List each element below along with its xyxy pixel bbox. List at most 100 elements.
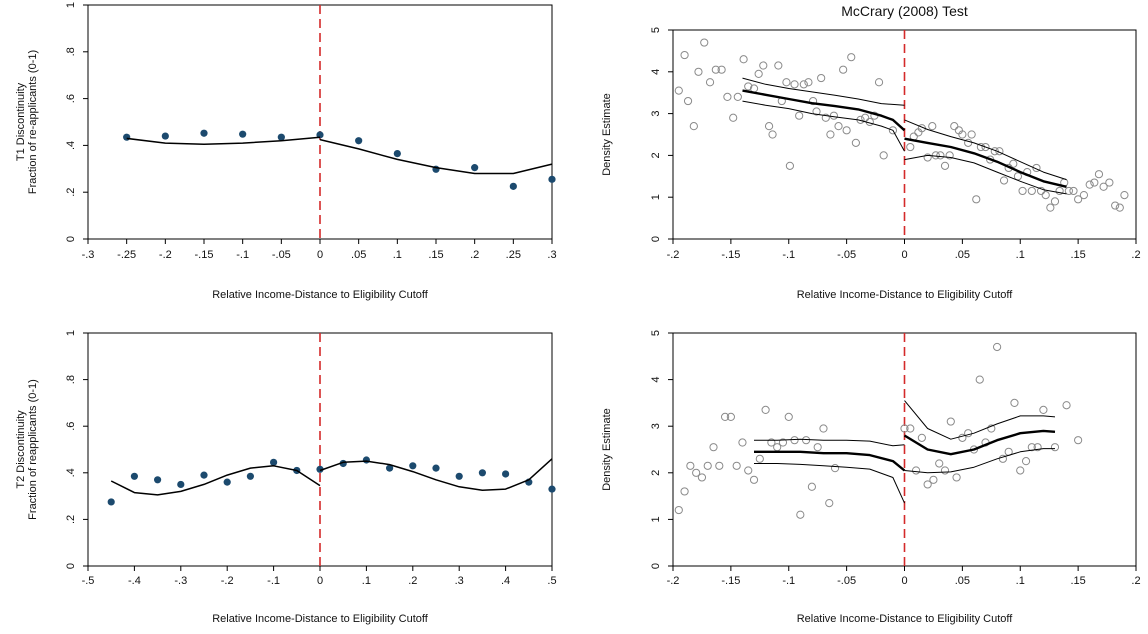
x-tick-label: -.5 [82, 575, 95, 587]
data-point [759, 61, 768, 70]
x-tick-label: -.15 [195, 249, 214, 261]
y-tick-label: .4 [65, 141, 77, 150]
y-axis-label: Fraction of re-applicants (0-1) [27, 50, 39, 194]
data-point [1115, 203, 1124, 212]
x-tick-label: .25 [506, 249, 521, 261]
data-point [972, 195, 981, 204]
x-tick-label: .5 [547, 575, 556, 587]
x-tick-label: .05 [955, 249, 970, 261]
data-point [1074, 436, 1083, 445]
data-point [739, 55, 748, 64]
data-point [964, 429, 973, 438]
x-tick-label: .1 [393, 249, 402, 261]
x-tick-label: .2 [1131, 575, 1140, 587]
data-point [764, 122, 774, 131]
x-tick-label: .15 [1070, 575, 1085, 587]
data-point [874, 78, 884, 87]
data-point [804, 78, 813, 87]
data-point [1094, 170, 1104, 179]
x-tick-label: -.3 [82, 249, 95, 261]
data-point [161, 132, 169, 140]
x-tick-label: .3 [547, 249, 556, 261]
data-point [945, 151, 954, 160]
data-point [130, 472, 138, 480]
data-point [839, 65, 848, 74]
data-point [906, 424, 915, 433]
panel-t2: -.5 -.4 -.3 -.2 -.1 0 .1 .2 .3 .4 .5 0 .2 .4 .6 .8 1 Rela… [15, 330, 557, 625]
data-point [409, 462, 417, 470]
data-point [502, 470, 510, 478]
data-point [123, 133, 131, 141]
x-tick-label: -.2 [221, 575, 234, 587]
data-point [981, 142, 990, 152]
data-point [796, 510, 805, 519]
data-point [1111, 201, 1120, 210]
data-point [1079, 191, 1089, 200]
data-point [1085, 180, 1094, 189]
data-point [754, 69, 763, 78]
x-tick-label: -.2 [667, 249, 680, 261]
data-point [819, 424, 828, 433]
data-point [692, 468, 701, 477]
data-point [749, 475, 759, 484]
data-point [967, 130, 976, 139]
data-point [987, 424, 996, 433]
data-point [761, 405, 770, 414]
data-point [200, 129, 208, 137]
y-axis-label: Fraction of reapplicants (0-1) [27, 379, 39, 520]
data-point [723, 92, 732, 101]
data-point [1016, 466, 1025, 475]
data-point [726, 412, 735, 421]
data-point [1033, 443, 1042, 452]
data-point [782, 78, 791, 87]
data-point [799, 80, 808, 89]
data-point [1050, 443, 1060, 452]
data-point [1032, 163, 1041, 173]
data-point [826, 130, 835, 139]
data-point [1099, 182, 1108, 191]
data-point [711, 65, 720, 74]
data-point [478, 469, 486, 477]
data-point [548, 485, 556, 493]
x-tick-label: .1 [362, 575, 371, 587]
data-point [715, 461, 724, 470]
data-point [999, 176, 1009, 185]
y-tick-label: .6 [65, 422, 77, 431]
data-point [680, 487, 689, 496]
data-point [694, 67, 703, 76]
data-point [1105, 178, 1114, 187]
data-point [830, 464, 840, 473]
data-point [1120, 191, 1129, 200]
x-axis-label: Relative Income-Distance to Eligibility … [212, 289, 429, 301]
x-tick-label: 0 [901, 249, 907, 261]
data-point [683, 96, 693, 106]
data-point [813, 443, 822, 452]
y-tick-label: 0 [650, 236, 662, 242]
data-point [936, 151, 945, 160]
data-point [107, 498, 115, 506]
x-tick-label: 0 [317, 575, 323, 587]
ci-left-upper [754, 438, 905, 447]
y-tick-label: .6 [65, 94, 77, 103]
data-point [993, 342, 1002, 352]
data-point [847, 53, 856, 62]
x-tick-label: .2 [470, 249, 479, 261]
data-point [270, 458, 278, 466]
data-point [842, 126, 851, 135]
y-tick-label: .4 [65, 468, 77, 477]
x-tick-label: -.05 [837, 575, 856, 587]
data-point [471, 164, 479, 172]
data-point [738, 438, 747, 447]
y-tick-label: 5 [650, 330, 662, 336]
data-point [950, 122, 959, 131]
data-point [888, 126, 898, 135]
data-point [755, 454, 764, 463]
fit-line-left [126, 136, 321, 145]
x-axis-label: Relative Income-Distance to Eligibility … [797, 613, 1014, 625]
x-tick-label: .2 [1131, 249, 1140, 261]
data-point [733, 92, 742, 101]
data-point [1021, 457, 1031, 466]
data-point [802, 436, 811, 445]
x-tick-label: -.4 [128, 575, 141, 587]
